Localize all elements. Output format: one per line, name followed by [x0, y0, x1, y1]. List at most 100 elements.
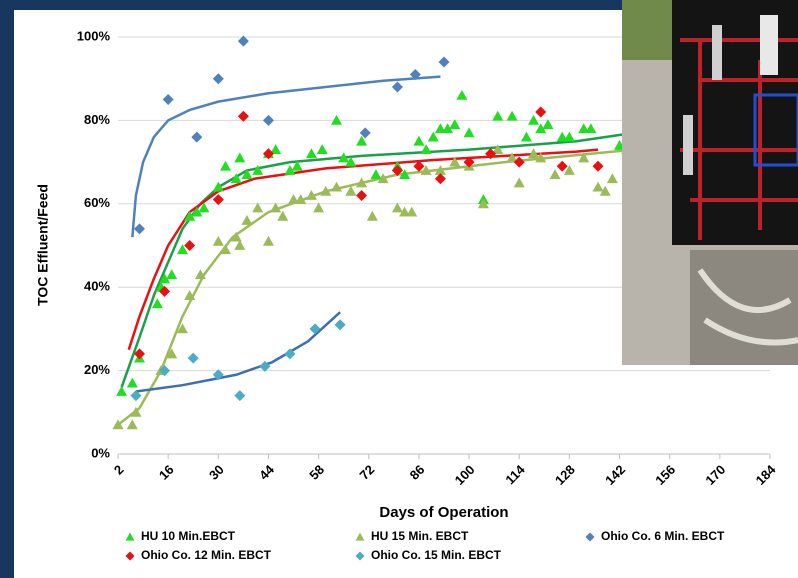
- data-point: [413, 160, 425, 172]
- data-point: [456, 89, 468, 100]
- data-point: [506, 152, 518, 163]
- data-point: [438, 56, 450, 68]
- data-point: [176, 244, 188, 255]
- data-point: [234, 240, 246, 250]
- x-axis-label: Days of Operation: [379, 504, 508, 521]
- data-point: [291, 160, 303, 171]
- data-point: [563, 131, 575, 142]
- data-point: [159, 365, 171, 377]
- data-point: [406, 206, 418, 217]
- data-point: [391, 81, 403, 93]
- data-point: [391, 164, 403, 176]
- data-point: [305, 189, 317, 200]
- data-point: [230, 231, 242, 242]
- legend-label: HU 10 Min.EBCT: [141, 529, 236, 543]
- data-point: [359, 127, 371, 139]
- data-point: [599, 185, 611, 196]
- data-point: [331, 181, 343, 192]
- data-point: [492, 144, 504, 154]
- data-point: [112, 419, 124, 430]
- data-point: [159, 285, 171, 297]
- data-point: [151, 298, 163, 309]
- data-point: [159, 273, 171, 284]
- data-point: [262, 114, 274, 126]
- y-tick-label: 20%: [84, 362, 110, 377]
- data-point: [513, 177, 525, 188]
- data-point: [563, 164, 575, 175]
- legend-marker: [585, 532, 595, 542]
- data-point: [212, 235, 224, 246]
- trendline: [117, 148, 634, 426]
- data-point: [377, 173, 389, 184]
- data-point: [295, 194, 307, 205]
- data-point: [252, 202, 264, 213]
- data-point: [338, 152, 350, 163]
- data-point: [184, 240, 196, 251]
- data-point: [309, 323, 321, 335]
- data-point: [288, 194, 300, 205]
- data-point: [259, 360, 271, 372]
- data-point: [549, 169, 561, 180]
- data-point: [528, 148, 540, 159]
- data-point: [305, 148, 317, 159]
- data-point: [434, 164, 446, 175]
- data-point: [463, 156, 475, 168]
- data-point: [535, 123, 547, 134]
- data-point: [116, 385, 128, 396]
- data-point: [126, 377, 138, 388]
- data-point: [284, 164, 296, 175]
- legend-label: HU 15 Min. EBCT: [371, 529, 469, 543]
- data-point: [592, 181, 604, 192]
- data-point: [262, 148, 274, 160]
- data-point: [133, 223, 145, 235]
- data-point: [592, 160, 604, 172]
- photo: [622, 0, 798, 365]
- data-point: [585, 123, 597, 134]
- data-point: [166, 269, 178, 280]
- data-point: [542, 119, 554, 129]
- trendline: [135, 311, 341, 393]
- data-point: [449, 119, 461, 129]
- data-point: [262, 235, 274, 246]
- data-point: [578, 152, 590, 163]
- data-point: [606, 173, 618, 184]
- data-point: [413, 135, 425, 146]
- data-point: [345, 185, 357, 196]
- data-point: [270, 202, 282, 213]
- data-point: [219, 244, 231, 255]
- legend-marker: [355, 551, 365, 561]
- y-tick-label: 0%: [91, 445, 110, 460]
- legend-marker: [125, 551, 135, 561]
- data-point: [191, 206, 203, 217]
- data-point: [556, 160, 568, 172]
- data-point: [237, 110, 249, 122]
- y-tick-label: 40%: [84, 279, 110, 294]
- data-point: [277, 210, 289, 221]
- data-point: [126, 419, 138, 430]
- data-point: [420, 144, 432, 154]
- data-point: [176, 323, 188, 334]
- data-point: [506, 110, 518, 121]
- data-point: [284, 348, 296, 360]
- data-point: [270, 144, 282, 154]
- data-point: [331, 114, 343, 125]
- data-point: [241, 214, 253, 225]
- data-point: [434, 123, 446, 134]
- data-point: [191, 131, 203, 143]
- data-point: [477, 198, 489, 209]
- data-point: [219, 160, 231, 171]
- y-axis-label: TOC Effluent/Feed: [35, 184, 51, 306]
- data-point: [420, 164, 432, 175]
- data-point: [356, 177, 368, 188]
- data-point: [370, 169, 382, 180]
- data-point: [237, 35, 249, 47]
- data-point: [198, 202, 210, 213]
- data-point: [187, 352, 199, 364]
- data-point: [485, 148, 497, 160]
- data-point: [234, 390, 246, 402]
- legend-label: Ohio Co. 12 Min. EBCT: [141, 548, 272, 562]
- data-point: [556, 131, 568, 142]
- data-point: [399, 206, 411, 217]
- data-point: [391, 202, 403, 213]
- data-point: [166, 348, 178, 359]
